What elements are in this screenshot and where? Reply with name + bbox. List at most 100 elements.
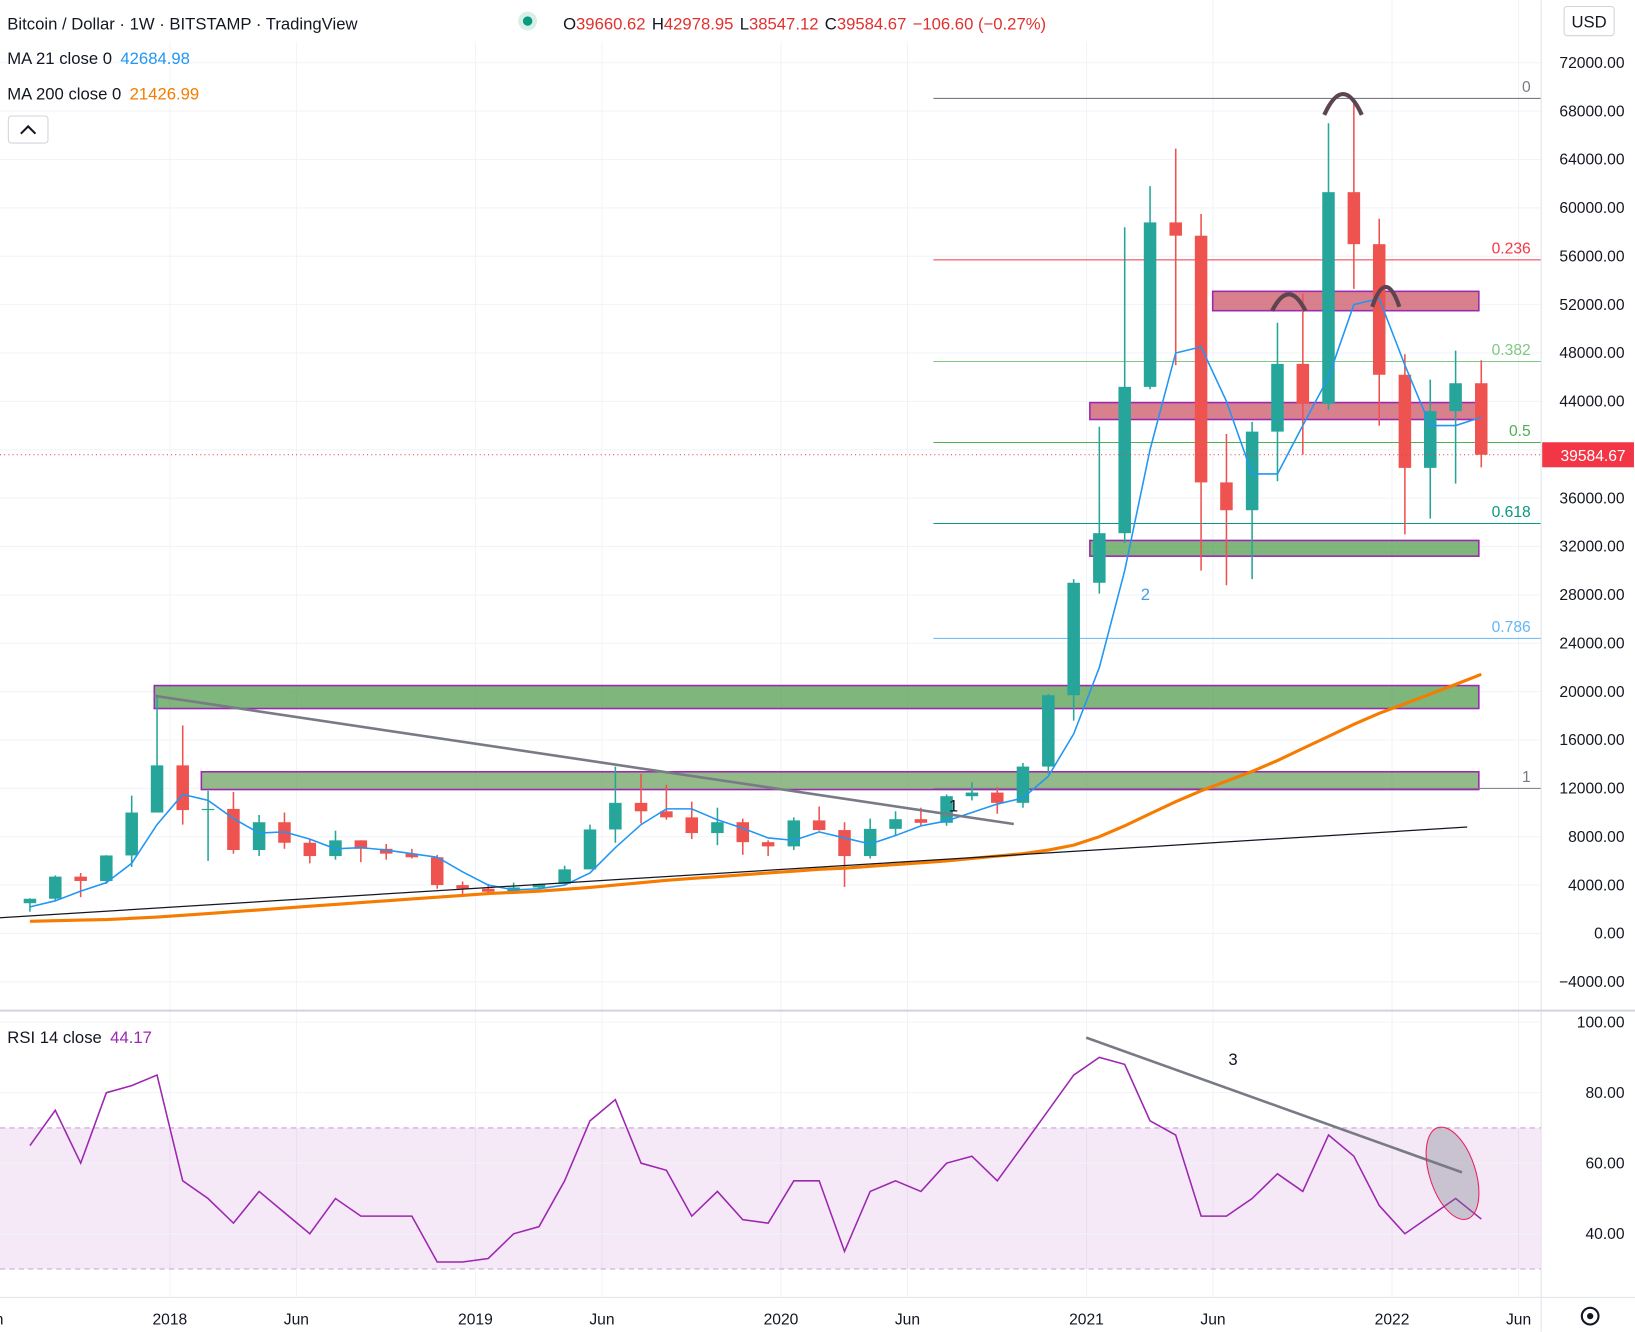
ohlc-value: 42978.95 [664, 14, 734, 33]
y-tick-label: 24000.00 [1559, 635, 1624, 652]
x-tick-label: 2022 [1375, 1311, 1410, 1328]
x-tick-label: Jun [0, 1311, 3, 1328]
candle-body [1169, 222, 1182, 236]
header-bg [0, 0, 1137, 42]
candle-body [1143, 222, 1157, 387]
candle-body [838, 830, 851, 857]
trendline [0, 826, 1468, 919]
y-tick-label: 64000.00 [1559, 152, 1624, 169]
settings-icon[interactable] [1580, 1306, 1600, 1326]
candle-body [303, 842, 317, 857]
candle-body [1296, 363, 1310, 404]
ohlc: O39660.62 H42978.95 L38547.12 C39584.67 −106… [563, 14, 1046, 33]
ohlc-key: L [740, 14, 749, 33]
y-tick-label: 20000.00 [1559, 684, 1624, 701]
zone [1089, 401, 1480, 421]
candle-body [1220, 482, 1233, 511]
x-tick-label: 2018 [152, 1311, 187, 1328]
zone [1089, 539, 1480, 557]
ma-line [29, 297, 1482, 908]
y-tick-label: 60.00 [1585, 1155, 1624, 1172]
candle-body [889, 819, 902, 829]
legend-name: MA 200 close 0 [7, 84, 121, 103]
y-tick-label: 56000.00 [1559, 248, 1624, 265]
y-tick-label: 16000.00 [1559, 732, 1624, 749]
head-arc [1322, 92, 1364, 116]
candle-body [609, 802, 622, 830]
candle-body [23, 898, 37, 904]
candle-body [685, 817, 699, 834]
y-tick-label: −4000.00 [1559, 974, 1625, 991]
ohlc-key: H [652, 14, 664, 33]
change: −106.60 (−0.27%) [913, 14, 1046, 33]
last-price-box [1542, 442, 1634, 468]
x-tick-label: Jun [589, 1311, 614, 1328]
y-tick-label: 4000.00 [1568, 877, 1625, 894]
ma-line [29, 672, 1482, 923]
candle-body [1245, 431, 1259, 511]
y-tick-label: 52000.00 [1559, 297, 1624, 314]
x-tick-label: Jun [1200, 1311, 1225, 1328]
currency-button[interactable] [1563, 5, 1615, 37]
shoulder-arc [1270, 292, 1308, 312]
legend-value: 21426.99 [130, 84, 200, 103]
zone [153, 684, 1480, 710]
candle-body [201, 808, 215, 811]
candle-body [965, 792, 979, 797]
candle-body [634, 802, 648, 812]
candle-body [761, 842, 775, 847]
candle-body [940, 796, 953, 823]
candle-body [1194, 235, 1208, 483]
candle-body [227, 808, 240, 851]
y-tick-label: 72000.00 [1559, 55, 1624, 72]
candle-body [1372, 244, 1386, 375]
ohlc-key: C [825, 14, 837, 33]
y-tick-label: 8000.00 [1568, 829, 1625, 846]
candle-body [914, 819, 928, 823]
y-tick-label: 28000.00 [1559, 587, 1624, 604]
x-tick-label: 2019 [458, 1311, 493, 1328]
candle-body [430, 857, 444, 886]
x-tick-label: 2021 [1069, 1311, 1104, 1328]
candle-body [379, 848, 393, 854]
candle-body [1271, 363, 1284, 432]
legend-name: MA 21 close 0 [7, 49, 112, 68]
y-tick-label: 0.00 [1594, 926, 1625, 943]
candle-body [736, 822, 750, 843]
rsi-band [0, 1127, 1542, 1270]
legend-value: 42684.98 [120, 49, 190, 68]
ma-legend: MA 21 close 0 42684.98 [7, 49, 190, 68]
candle-body [532, 883, 546, 888]
candle-body [405, 853, 419, 858]
annotation: 2 [1141, 585, 1150, 604]
collapse-icon [20, 124, 37, 135]
x-tick-label: Jun [1506, 1311, 1531, 1328]
y-tick-label: 32000.00 [1559, 539, 1624, 556]
last-price-label: 39584.67 [1560, 448, 1625, 465]
candle-body [1449, 383, 1462, 412]
y-tick-label: 68000.00 [1559, 103, 1624, 120]
candle-body [863, 828, 877, 857]
ohlc-value: 38547.12 [749, 14, 819, 33]
candle-body [583, 829, 597, 870]
y-tick-label: 12000.00 [1559, 781, 1624, 798]
candle-body [150, 765, 164, 813]
fib-label: 0 [1522, 79, 1531, 96]
fib-label: 0.382 [1492, 342, 1531, 359]
symbol: Bitcoin / Dollar · 1W · BITSTAMP · Tradi… [7, 14, 358, 33]
collapse-button[interactable] [7, 115, 49, 144]
ma-legend: MA 200 close 0 21426.99 [7, 84, 199, 103]
y-tick-label: 80.00 [1585, 1085, 1624, 1102]
candle-body [252, 822, 266, 851]
candle-body [100, 855, 113, 881]
candle-body [1042, 695, 1055, 767]
status-dot [522, 16, 533, 26]
y-tick-label: 36000.00 [1559, 490, 1624, 507]
candle-body [481, 888, 495, 892]
rsi-line [29, 1056, 1482, 1263]
candle-body [812, 820, 826, 831]
trendline [154, 694, 1014, 826]
y-tick-label: 100.00 [1577, 1014, 1625, 1031]
x-tick-label: 2020 [764, 1311, 799, 1328]
candle-body [176, 765, 189, 811]
